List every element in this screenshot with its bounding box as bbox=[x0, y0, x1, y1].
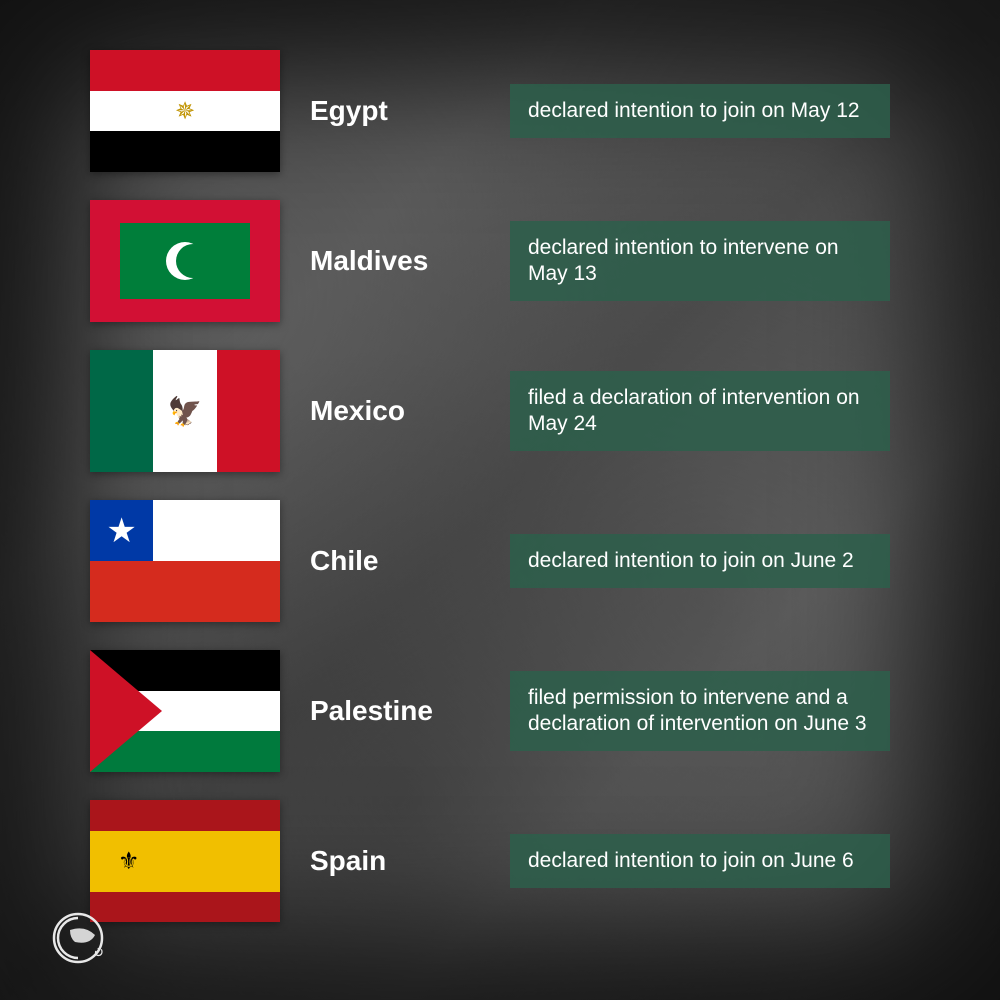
flag-egypt: ✵ bbox=[90, 50, 280, 172]
country-row-palestine: Palestine filed permission to intervene … bbox=[90, 650, 960, 772]
country-description: declared intention to intervene on May 1… bbox=[510, 221, 890, 302]
country-name: Spain bbox=[310, 845, 480, 877]
flag-spain: ⚜ bbox=[90, 800, 280, 922]
flag-palestine bbox=[90, 650, 280, 772]
country-name: Egypt bbox=[310, 95, 480, 127]
country-description: declared intention to join on May 12 bbox=[510, 84, 890, 138]
country-row-egypt: ✵ Egypt declared intention to join on Ma… bbox=[90, 50, 960, 172]
country-name: Maldives bbox=[310, 245, 480, 277]
country-name: Mexico bbox=[310, 395, 480, 427]
eagle-serpent-emblem-icon: 🦅 bbox=[168, 395, 203, 428]
country-row-mexico: 🦅 Mexico filed a declaration of interven… bbox=[90, 350, 960, 472]
publisher-logo-icon: ن bbox=[50, 910, 120, 970]
country-name: Palestine bbox=[310, 695, 480, 727]
flag-chile: ★ bbox=[90, 500, 280, 622]
country-row-spain: ⚜ Spain declared intention to join on Ju… bbox=[90, 800, 960, 922]
flag-maldives bbox=[90, 200, 280, 322]
svg-text:ن: ن bbox=[94, 942, 104, 957]
star-icon: ★ bbox=[90, 500, 153, 561]
country-row-chile: ★ Chile declared intention to join on Ju… bbox=[90, 500, 960, 622]
country-description: filed a declaration of intervention on M… bbox=[510, 371, 890, 452]
country-row-maldives: Maldives declared intention to intervene… bbox=[90, 200, 960, 322]
country-description: declared intention to join on June 6 bbox=[510, 834, 890, 888]
country-description: declared intention to join on June 2 bbox=[510, 534, 890, 588]
infographic-container: ✵ Egypt declared intention to join on Ma… bbox=[0, 0, 1000, 1000]
flag-mexico: 🦅 bbox=[90, 350, 280, 472]
country-name: Chile bbox=[310, 545, 480, 577]
crescent-icon bbox=[166, 242, 204, 280]
triangle-icon bbox=[90, 650, 162, 772]
country-description: filed permission to intervene and a decl… bbox=[510, 671, 890, 752]
eagle-emblem-icon: ✵ bbox=[175, 97, 195, 126]
coat-of-arms-icon: ⚜ bbox=[118, 847, 140, 876]
